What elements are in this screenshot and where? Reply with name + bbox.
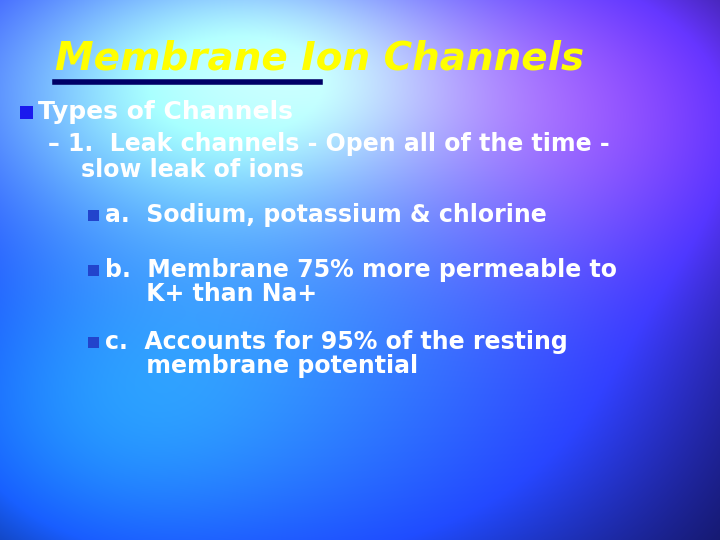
Text: b.  Membrane 75% more permeable to: b. Membrane 75% more permeable to <box>105 258 617 282</box>
Text: a.  Sodium, potassium & chlorine: a. Sodium, potassium & chlorine <box>105 203 546 227</box>
Text: c.  Accounts for 95% of the resting: c. Accounts for 95% of the resting <box>105 330 568 354</box>
Text: slow leak of ions: slow leak of ions <box>48 158 304 182</box>
Text: Membrane Ion Channels: Membrane Ion Channels <box>55 39 584 77</box>
Bar <box>20 105 33 118</box>
Text: Types of Channels: Types of Channels <box>38 100 293 124</box>
Text: K+ than Na+: K+ than Na+ <box>105 282 317 306</box>
Bar <box>88 210 99 220</box>
Text: – 1.  Leak channels - Open all of the time -: – 1. Leak channels - Open all of the tim… <box>48 132 610 156</box>
Text: membrane potential: membrane potential <box>105 354 418 378</box>
Bar <box>88 336 99 348</box>
Bar <box>88 265 99 275</box>
